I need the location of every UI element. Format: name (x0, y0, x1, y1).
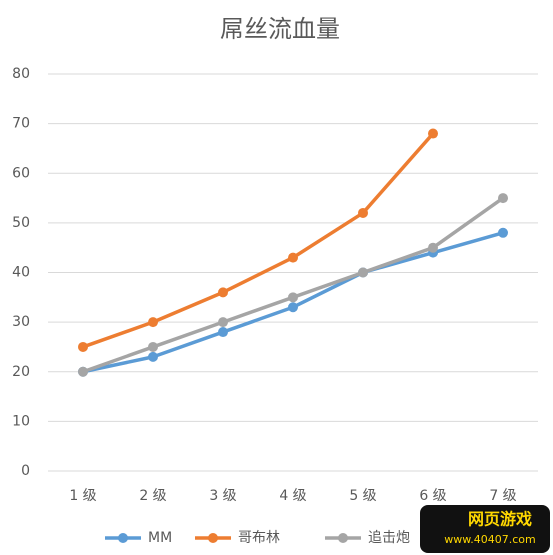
y-tick-label: 60 (12, 165, 30, 181)
point (148, 351, 158, 362)
point (78, 366, 88, 377)
point (218, 327, 228, 338)
chart-title: 屌丝流血量 (220, 15, 340, 43)
watermark: 网页游戏 www.40407.com (420, 505, 550, 553)
legend-label: 追击炮 (368, 530, 410, 546)
x-tick-label: 1 级 (69, 488, 96, 504)
point (358, 207, 368, 218)
y-tick-label: 40 (12, 265, 30, 281)
point (288, 252, 298, 263)
point (218, 287, 228, 298)
legend-label: MM (148, 530, 172, 546)
point (498, 227, 508, 238)
point (148, 341, 158, 352)
series-line (82, 132, 435, 349)
y-tick-label: 10 (12, 413, 30, 429)
watermark-text: 网页游戏 (468, 510, 532, 529)
y-tick-label: 80 (12, 66, 30, 82)
point (428, 128, 438, 139)
point (288, 302, 298, 313)
y-tick-label: 70 (12, 116, 30, 132)
y-tick-label: 30 (12, 314, 30, 330)
point (358, 267, 368, 278)
point (78, 341, 88, 352)
y-tick-label: 0 (21, 463, 30, 479)
legend-marker (338, 533, 348, 543)
x-tick-label: 3 级 (209, 488, 236, 504)
watermark-url: www.40407.com (444, 533, 535, 546)
x-tick-label: 5 级 (349, 488, 376, 504)
y-tick-label: 50 (12, 215, 30, 231)
watermark-bg (420, 505, 550, 553)
legend-label: 哥布林 (238, 530, 280, 546)
x-tick-label: 4 级 (279, 488, 306, 504)
point (148, 317, 158, 328)
legend-marker (208, 533, 218, 543)
series-line (82, 196, 505, 374)
x-tick-label: 2 级 (139, 488, 166, 504)
x-tick-label: 6 级 (419, 488, 446, 504)
y-tick-label: 20 (12, 364, 30, 380)
point (498, 193, 508, 204)
x-tick-label: 7 级 (489, 488, 516, 504)
legend-marker (118, 533, 128, 543)
point (428, 242, 438, 253)
point (288, 292, 298, 303)
point (218, 317, 228, 328)
